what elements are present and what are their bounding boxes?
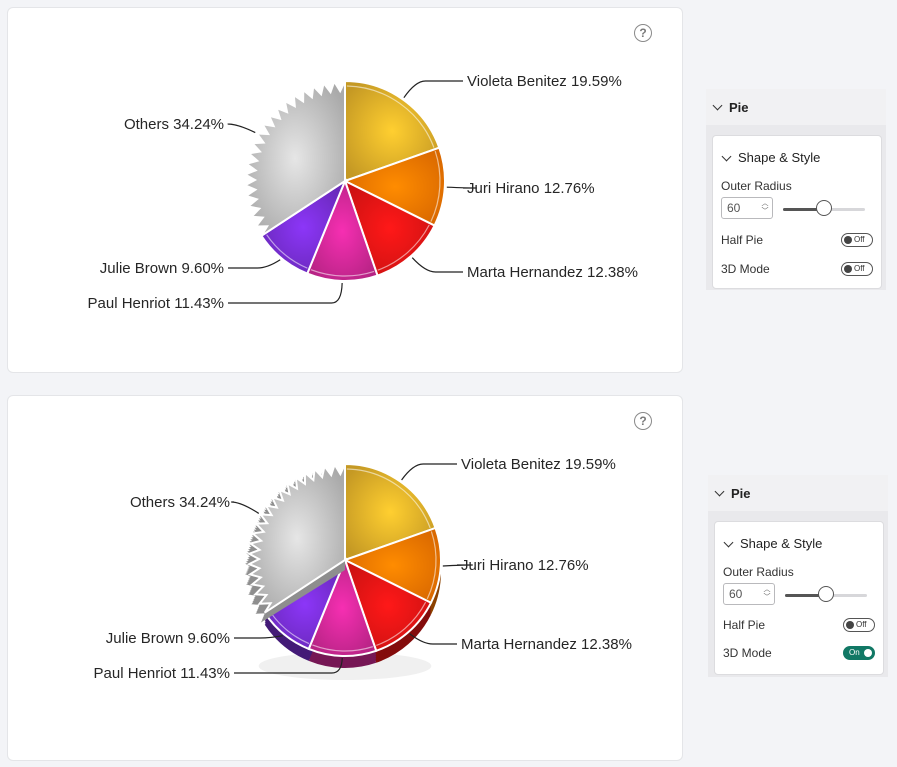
chevron-down-icon <box>714 486 725 497</box>
half-pie-label: Half Pie <box>723 618 766 632</box>
help-icon[interactable]: ? <box>634 412 652 430</box>
half-pie-toggle[interactable]: Off <box>843 618 875 632</box>
format-panel-2: Pie Shape & Style Outer Radius 60 ︿ ﹀ Hal… <box>708 475 888 677</box>
label-violeta-benitez: Violeta Benitez 19.59% <box>461 456 616 473</box>
slice-marta-hernandez[interactable] <box>343 558 433 653</box>
outer-radius-input[interactable]: 60 ︿ ﹀ <box>721 197 773 219</box>
chevron-down-icon <box>721 151 732 161</box>
slice-violeta-benitez[interactable] <box>344 79 441 183</box>
label-juri-hirano: Juri Hirano 12.76% <box>467 180 595 197</box>
toggle-state: Off <box>854 264 865 273</box>
half-pie-toggle[interactable]: Off <box>841 233 873 247</box>
3d-mode-toggle[interactable]: Off <box>841 262 873 276</box>
outer-radius-value: 60 <box>727 201 741 215</box>
format-panel-1: Pie Shape & Style Outer Radius 60 ︿ ﹀ Hal… <box>706 89 886 290</box>
chevron-down-icon <box>712 100 723 111</box>
slice-rim-juri-hirano <box>426 531 437 600</box>
shape-style-card: Shape & Style Outer Radius 60 ︿ ﹀ Half Pi… <box>712 135 882 289</box>
leader-marta-hernandez <box>409 633 457 645</box>
pie-chart-3d: Violeta Benitez 19.59% Juri Hirano 12.76%… <box>94 456 632 682</box>
label-others: Others 34.24% <box>124 116 224 133</box>
toggle-knob <box>864 649 872 657</box>
label-paul-henriot: Paul Henriot 11.43% <box>94 665 230 682</box>
spinner-arrows-icon[interactable]: ︿ ﹀ <box>761 200 769 215</box>
leader-violeta-benitez <box>403 80 463 99</box>
slider-thumb[interactable] <box>818 586 834 602</box>
label-julie-brown: Julie Brown 9.60% <box>100 260 224 277</box>
outer-radius-input[interactable]: 60 ︿ ﹀ <box>723 583 775 605</box>
leader-juri-hirano <box>442 564 473 567</box>
slider-fill <box>783 208 824 211</box>
help-icon[interactable]: ? <box>634 24 652 42</box>
leader-others <box>231 501 260 514</box>
label-violeta-benitez: Violeta Benitez 19.59% <box>467 73 622 90</box>
label-juri-hirano: Juri Hirano 12.76% <box>461 557 589 574</box>
slider-fill <box>785 594 826 597</box>
shape-style-header[interactable]: Shape & Style <box>713 136 881 165</box>
pie-section-title: Pie <box>729 99 749 115</box>
toggle-state: Off <box>856 620 867 629</box>
toggle-knob <box>844 265 852 273</box>
slice-others[interactable] <box>246 462 346 614</box>
slice-juri-hirano[interactable] <box>342 526 442 605</box>
slice-paul-henriot[interactable] <box>305 178 379 282</box>
pie-chart-2d: Violeta Benitez 19.59% Juri Hirano 12.76%… <box>88 73 638 312</box>
label-paul-henriot: Paul Henriot 11.43% <box>88 295 224 312</box>
outer-radius-label: Outer Radius <box>721 179 792 193</box>
slice-violeta-benitez[interactable] <box>344 462 437 562</box>
slice-marta-hernandez[interactable] <box>343 179 436 277</box>
slice-rim-violeta-benitez <box>346 85 435 148</box>
shape-style-title: Shape & Style <box>738 150 821 165</box>
outer-radius-value: 60 <box>729 587 743 601</box>
label-julie-brown: Julie Brown 9.60% <box>106 630 230 647</box>
slice-rim-paul-henriot <box>312 644 374 652</box>
slice-rim-marta-hernandez <box>377 224 430 271</box>
slider-thumb[interactable] <box>816 200 832 216</box>
pie-section-header[interactable]: Pie <box>706 89 886 125</box>
pie-section-header[interactable]: Pie <box>708 475 888 511</box>
toggle-state: Off <box>854 235 865 244</box>
pie-section-title: Pie <box>731 485 751 501</box>
leader-julie-brown <box>234 635 283 639</box>
label-marta-hernandez: Marta Hernandez 12.38% <box>461 636 632 653</box>
leader-juri-hirano <box>446 186 477 189</box>
shape-style-title: Shape & Style <box>740 536 823 551</box>
label-marta-hernandez: Marta Hernandez 12.38% <box>467 264 638 281</box>
slice-rim-paul-henriot <box>310 269 375 277</box>
slice-rim-julie-brown <box>266 234 308 269</box>
chevron-down-icon <box>723 537 734 547</box>
slice-others[interactable] <box>242 79 346 237</box>
outer-radius-slider[interactable] <box>783 200 865 216</box>
shape-style-header[interactable]: Shape & Style <box>715 522 883 551</box>
shape-style-card: Shape & Style Outer Radius 60 ︿ ﹀ Half Pi… <box>714 521 884 675</box>
half-pie-label: Half Pie <box>721 233 764 247</box>
toggle-knob <box>844 236 852 244</box>
chart-card-3d: ? Violeta Benitez 19.59% Juri Hirano 12.7… <box>7 395 683 761</box>
leader-violeta-benitez <box>401 463 457 481</box>
leader-paul-henriot <box>228 282 343 304</box>
3d-mode-toggle[interactable]: On <box>843 646 875 660</box>
leader-paul-henriot <box>234 657 343 674</box>
outer-radius-label: Outer Radius <box>723 565 794 579</box>
leader-julie-brown <box>228 259 281 269</box>
slice-juri-hirano[interactable] <box>342 146 446 227</box>
toggle-knob <box>846 621 854 629</box>
spinner-arrows-icon[interactable]: ︿ ﹀ <box>763 586 771 601</box>
slice-rim-violeta-benitez <box>346 468 431 529</box>
3d-mode-label: 3D Mode <box>723 646 772 660</box>
slice-rim-juri-hirano <box>430 150 441 222</box>
outer-radius-slider[interactable] <box>785 586 867 602</box>
chart-card-2d: ? Violeta Benitez 19.59% Juri Hirano 12.7… <box>7 7 683 373</box>
slice-paul-henriot[interactable] <box>307 557 378 657</box>
slice-rim-marta-hernandez <box>376 601 427 647</box>
leader-marta-hernandez <box>411 257 463 273</box>
label-others: Others 34.24% <box>130 494 230 511</box>
3d-mode-label: 3D Mode <box>721 262 770 276</box>
leader-others <box>227 123 256 134</box>
toggle-state: On <box>849 648 860 657</box>
